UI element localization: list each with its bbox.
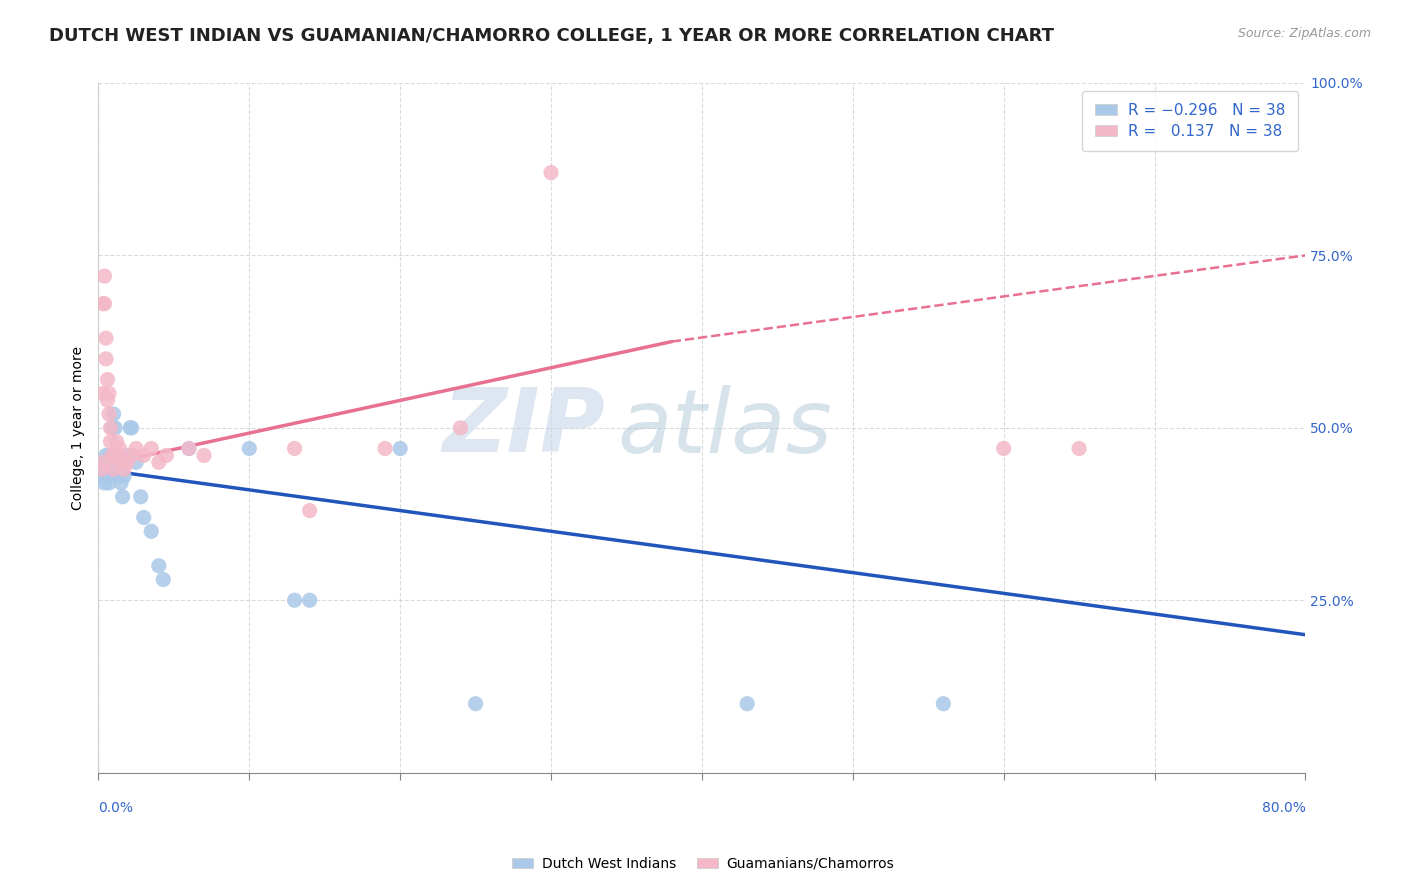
Legend: R = −0.296   N = 38, R =   0.137   N = 38: R = −0.296 N = 38, R = 0.137 N = 38	[1083, 91, 1298, 151]
Legend: Dutch West Indians, Guamanians/Chamorros: Dutch West Indians, Guamanians/Chamorros	[506, 851, 900, 876]
Point	[90, 462, 112, 476]
Point	[238, 442, 260, 456]
Point	[141, 442, 163, 456]
Point	[93, 475, 115, 490]
Point	[121, 449, 143, 463]
Point	[298, 503, 321, 517]
Point	[115, 449, 138, 463]
Point	[193, 449, 215, 463]
Point	[93, 268, 115, 283]
Point	[108, 469, 131, 483]
Point	[125, 442, 148, 456]
Point	[91, 469, 114, 483]
Point	[104, 449, 127, 463]
Point	[389, 442, 412, 456]
Text: 0.0%: 0.0%	[98, 800, 134, 814]
Text: atlas: atlas	[617, 384, 832, 471]
Point	[91, 296, 114, 310]
Point	[96, 393, 118, 408]
Point	[104, 421, 127, 435]
Point	[112, 469, 135, 483]
Y-axis label: College, 1 year or more: College, 1 year or more	[72, 346, 86, 510]
Point	[129, 490, 152, 504]
Text: Source: ZipAtlas.com: Source: ZipAtlas.com	[1237, 27, 1371, 40]
Point	[540, 166, 562, 180]
Point	[141, 524, 163, 539]
Point	[98, 407, 121, 421]
Text: DUTCH WEST INDIAN VS GUAMANIAN/CHAMORRO COLLEGE, 1 YEAR OR MORE CORRELATION CHAR: DUTCH WEST INDIAN VS GUAMANIAN/CHAMORRO …	[49, 27, 1054, 45]
Point	[103, 407, 125, 421]
Point	[132, 449, 155, 463]
Point	[101, 449, 124, 463]
Text: ZIP: ZIP	[443, 384, 606, 471]
Point	[98, 386, 121, 401]
Point	[932, 697, 955, 711]
Point	[298, 593, 321, 607]
Point	[100, 449, 122, 463]
Point	[112, 462, 135, 476]
Point	[96, 372, 118, 386]
Point	[94, 331, 117, 345]
Point	[100, 421, 122, 435]
Point	[284, 442, 307, 456]
Point	[91, 455, 114, 469]
Point	[107, 449, 129, 463]
Point	[94, 469, 117, 483]
Point	[284, 593, 307, 607]
Point	[105, 434, 128, 449]
Point	[148, 558, 170, 573]
Point	[735, 697, 758, 711]
Point	[93, 296, 115, 310]
Point	[94, 449, 117, 463]
Point	[110, 475, 132, 490]
Point	[993, 442, 1015, 456]
Point	[94, 351, 117, 366]
Point	[91, 386, 114, 401]
Point	[111, 490, 134, 504]
Point	[105, 462, 128, 476]
Point	[91, 455, 114, 469]
Point	[464, 697, 486, 711]
Point	[374, 442, 396, 456]
Point	[98, 462, 121, 476]
Point	[101, 421, 124, 435]
Point	[93, 462, 115, 476]
Point	[125, 455, 148, 469]
Point	[1067, 442, 1090, 456]
Point	[155, 449, 177, 463]
Point	[110, 455, 132, 469]
Point	[90, 462, 112, 476]
Text: 80.0%: 80.0%	[1261, 800, 1305, 814]
Point	[96, 462, 118, 476]
Point	[120, 421, 142, 435]
Point	[121, 421, 143, 435]
Point	[107, 462, 129, 476]
Point	[152, 573, 174, 587]
Point	[103, 462, 125, 476]
Point	[132, 510, 155, 524]
Point	[177, 442, 200, 456]
Point	[96, 469, 118, 483]
Point	[100, 434, 122, 449]
Point	[148, 455, 170, 469]
Point	[108, 442, 131, 456]
Point	[177, 442, 200, 456]
Point	[450, 421, 472, 435]
Point	[98, 475, 121, 490]
Point	[115, 455, 138, 469]
